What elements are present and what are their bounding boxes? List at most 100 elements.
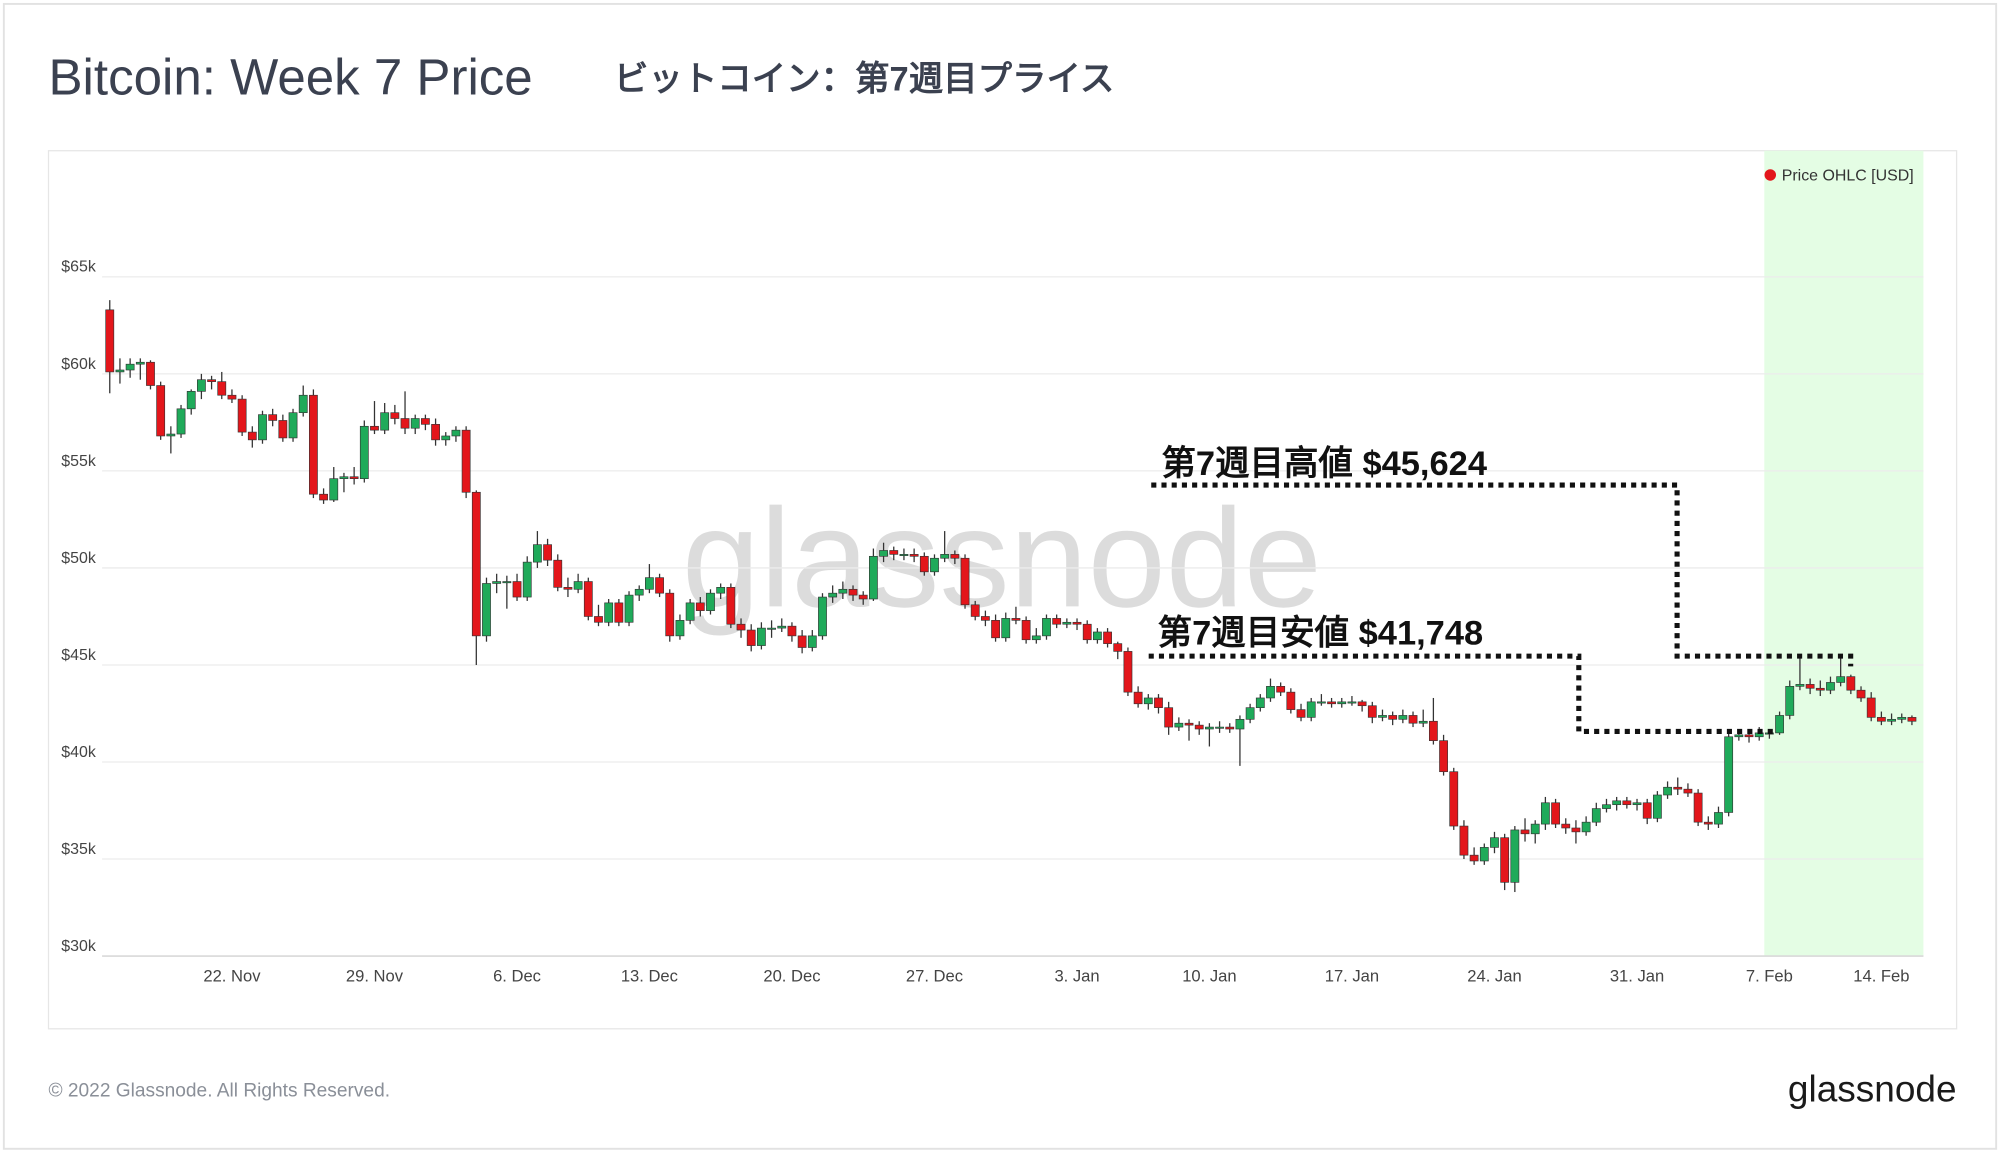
legend-marker <box>1764 169 1777 181</box>
candle-body <box>1866 697 1876 718</box>
candle-body <box>298 394 308 414</box>
candle-body <box>1439 740 1448 773</box>
y-tick-label: $35k <box>61 841 96 858</box>
candle-body <box>227 394 237 400</box>
candle-body <box>1500 837 1510 883</box>
annotation: 第7週目高値 $45,624 <box>1161 445 1487 483</box>
candle-body <box>991 620 1000 639</box>
candle-body <box>1296 709 1306 718</box>
candle-body <box>960 557 970 606</box>
candle-body <box>217 381 227 396</box>
x-tick-label: 10. Jan <box>1182 967 1236 986</box>
candle-body <box>909 554 919 557</box>
candle-body <box>1571 827 1581 833</box>
candle-body <box>787 625 797 637</box>
candle-body <box>135 361 145 365</box>
candle-body <box>258 414 267 441</box>
logo: glassnode <box>1788 1068 1957 1110</box>
candle-body <box>176 408 186 435</box>
candle-body <box>380 412 390 431</box>
candle-body <box>1591 808 1601 823</box>
candle-body <box>1510 829 1520 883</box>
candle-body <box>950 554 960 559</box>
chart-subtitle: ビットコイン：第7週目プライス <box>614 61 1114 99</box>
candle-body <box>1561 823 1571 829</box>
candle-body <box>1317 701 1326 704</box>
candle-body <box>1194 724 1204 730</box>
candle-body <box>1897 717 1907 720</box>
copyright: © 2022 Glassnode. All Rights Reserved. <box>49 1080 391 1101</box>
x-tick-label: 24. Jan <box>1467 967 1521 986</box>
candle-body <box>930 557 939 573</box>
candle-body <box>288 412 298 439</box>
candle-body <box>1062 621 1072 625</box>
candle-body <box>441 435 451 441</box>
candle-body <box>1663 786 1672 796</box>
annotation-line <box>1148 653 1775 734</box>
candle-body <box>848 588 858 596</box>
candle-body <box>869 555 878 600</box>
candle-body <box>634 588 644 596</box>
candle-body <box>706 592 715 611</box>
candle-body <box>421 418 430 425</box>
candle-body <box>278 420 288 439</box>
candle-body <box>1042 618 1051 637</box>
candle-body <box>1520 829 1530 835</box>
candle-body <box>1540 802 1550 825</box>
candle-body <box>940 554 950 559</box>
candle-body <box>624 594 634 623</box>
candle-body <box>410 418 420 429</box>
candle-body <box>319 493 328 501</box>
candle-body <box>1479 847 1489 862</box>
candle-body <box>1154 697 1163 708</box>
candle-body <box>1072 621 1082 625</box>
candle-body <box>237 398 247 433</box>
candle-body <box>105 309 115 373</box>
candle-body <box>604 602 614 623</box>
candle-body <box>614 602 624 623</box>
y-tick-label: $50k <box>61 550 96 567</box>
candle-body <box>1836 676 1846 683</box>
candle-body <box>1876 717 1886 722</box>
candle-body <box>1367 705 1377 718</box>
candle-body <box>1846 676 1856 691</box>
candle-body <box>777 625 787 629</box>
candle-body <box>533 544 542 563</box>
candle-body <box>899 554 909 556</box>
candle-body <box>716 587 726 594</box>
candle-body <box>390 412 400 419</box>
candle-body <box>1347 701 1357 704</box>
candle-body <box>1021 620 1031 641</box>
candle-body <box>329 478 339 501</box>
candle-body <box>502 581 512 584</box>
candle-body <box>400 418 410 429</box>
candle-body <box>807 635 817 648</box>
candle-body <box>563 587 573 590</box>
candle-body <box>1815 687 1825 691</box>
candle-body <box>1123 651 1133 693</box>
candle-body <box>1490 837 1499 848</box>
candle-body <box>573 581 583 590</box>
candle-body <box>1357 701 1367 707</box>
y-tick-label: $30k <box>61 938 96 955</box>
candle-body <box>309 394 318 495</box>
candle-body <box>1602 804 1611 809</box>
candle-body <box>359 425 369 479</box>
candle-body <box>451 429 461 437</box>
candle-body <box>1378 715 1387 718</box>
candle-body <box>1428 720 1438 741</box>
candle-body <box>838 588 848 594</box>
candle-body <box>858 594 868 600</box>
candle-body <box>1205 726 1214 730</box>
candle-body <box>746 629 756 646</box>
candle-body <box>757 627 766 646</box>
candle-body <box>1235 718 1245 730</box>
candle-body <box>492 581 502 584</box>
candle-body <box>482 583 491 637</box>
candle-body <box>1795 684 1805 687</box>
candle-body <box>1785 686 1795 716</box>
x-tick-label: 20. Dec <box>763 967 820 986</box>
grid-layer: $30k $35k $40k $45k $50k $55k $60k $65k 22. Nov 2… <box>61 259 1924 986</box>
candle-body <box>512 581 522 598</box>
